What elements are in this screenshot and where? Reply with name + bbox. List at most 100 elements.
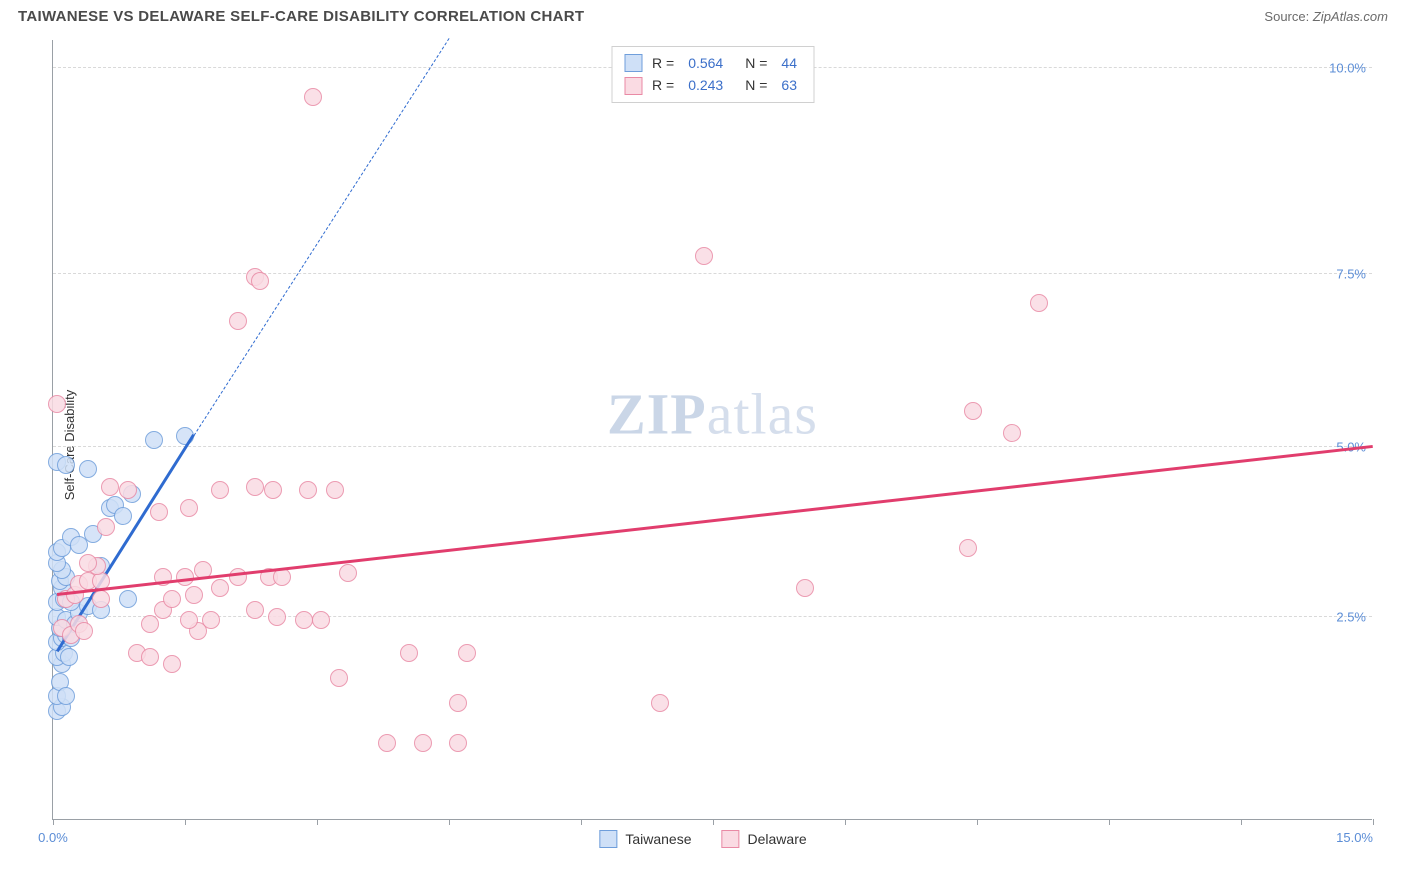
- data-point: [651, 694, 669, 712]
- x-tick: [713, 819, 714, 825]
- plot-region: ZIPatlas R = 0.564 N = 44 R = 0.243 N = …: [52, 40, 1372, 820]
- x-tick-label: 0.0%: [38, 830, 68, 845]
- data-point: [48, 395, 66, 413]
- data-point: [57, 687, 75, 705]
- data-point: [60, 648, 78, 666]
- data-point: [312, 611, 330, 629]
- chart-header: TAIWANESE VS DELAWARE SELF-CARE DISABILI…: [0, 0, 1406, 31]
- legend-label-delaware: Delaware: [748, 831, 807, 847]
- data-point: [180, 611, 198, 629]
- data-point: [964, 402, 982, 420]
- data-point: [202, 611, 220, 629]
- x-tick-label: 15.0%: [1336, 830, 1373, 845]
- swatch-delaware: [624, 77, 642, 95]
- data-point: [458, 644, 476, 662]
- data-point: [295, 611, 313, 629]
- data-point: [796, 579, 814, 597]
- data-point: [959, 539, 977, 557]
- n-value-taiwanese: 44: [781, 52, 797, 74]
- data-point: [304, 88, 322, 106]
- series-legend: Taiwanese Delaware: [599, 830, 806, 848]
- data-point: [79, 460, 97, 478]
- r-label: R =: [652, 74, 674, 96]
- source-label: Source:: [1264, 9, 1309, 24]
- data-point: [119, 481, 137, 499]
- data-point: [150, 503, 168, 521]
- legend-row-delaware: R = 0.243 N = 63: [624, 74, 801, 96]
- data-point: [211, 579, 229, 597]
- data-point: [57, 456, 75, 474]
- data-point: [330, 669, 348, 687]
- data-point: [185, 586, 203, 604]
- x-tick: [1109, 819, 1110, 825]
- data-point: [695, 247, 713, 265]
- legend-label-taiwanese: Taiwanese: [625, 831, 691, 847]
- data-point: [211, 481, 229, 499]
- chart-area: Self-Care Disability ZIPatlas R = 0.564 …: [18, 40, 1388, 850]
- data-point: [268, 608, 286, 626]
- legend-item-delaware: Delaware: [722, 830, 807, 848]
- x-tick: [317, 819, 318, 825]
- data-point: [101, 478, 119, 496]
- data-point: [339, 564, 357, 582]
- trend-line: [57, 445, 1373, 596]
- watermark-rest: atlas: [707, 381, 818, 446]
- legend-item-taiwanese: Taiwanese: [599, 830, 691, 848]
- swatch-delaware: [722, 830, 740, 848]
- swatch-taiwanese: [599, 830, 617, 848]
- correlation-legend: R = 0.564 N = 44 R = 0.243 N = 63: [611, 46, 814, 103]
- n-label: N =: [745, 52, 767, 74]
- watermark: ZIPatlas: [607, 380, 818, 447]
- r-value-taiwanese: 0.564: [688, 52, 723, 74]
- data-point: [141, 615, 159, 633]
- x-tick: [1373, 819, 1374, 825]
- data-point: [163, 655, 181, 673]
- data-point: [114, 507, 132, 525]
- data-point: [141, 648, 159, 666]
- n-label: N =: [745, 74, 767, 96]
- gridline: [53, 446, 1372, 447]
- data-point: [229, 312, 247, 330]
- chart-source: Source: ZipAtlas.com: [1264, 9, 1388, 24]
- swatch-taiwanese: [624, 54, 642, 72]
- watermark-bold: ZIP: [607, 381, 707, 446]
- data-point: [119, 590, 137, 608]
- chart-title: TAIWANESE VS DELAWARE SELF-CARE DISABILI…: [18, 8, 584, 25]
- data-point: [163, 590, 181, 608]
- data-point: [251, 272, 269, 290]
- data-point: [97, 518, 115, 536]
- x-tick: [845, 819, 846, 825]
- data-point: [378, 734, 396, 752]
- data-point: [449, 694, 467, 712]
- data-point: [1003, 424, 1021, 442]
- y-tick-label: 2.5%: [1336, 609, 1366, 624]
- data-point: [400, 644, 418, 662]
- data-point: [326, 481, 344, 499]
- data-point: [1030, 294, 1048, 312]
- x-tick: [581, 819, 582, 825]
- x-tick: [53, 819, 54, 825]
- source-value: ZipAtlas.com: [1313, 9, 1388, 24]
- r-label: R =: [652, 52, 674, 74]
- data-point: [246, 601, 264, 619]
- data-point: [414, 734, 432, 752]
- data-point: [180, 499, 198, 517]
- data-point: [92, 590, 110, 608]
- legend-row-taiwanese: R = 0.564 N = 44: [624, 52, 801, 74]
- data-point: [246, 478, 264, 496]
- data-point: [145, 431, 163, 449]
- y-tick-label: 7.5%: [1336, 266, 1366, 281]
- data-point: [229, 568, 247, 586]
- x-tick: [1241, 819, 1242, 825]
- x-tick: [977, 819, 978, 825]
- x-tick: [185, 819, 186, 825]
- n-value-delaware: 63: [781, 74, 797, 96]
- r-value-delaware: 0.243: [688, 74, 723, 96]
- y-tick-label: 10.0%: [1329, 60, 1366, 75]
- data-point: [75, 622, 93, 640]
- data-point: [449, 734, 467, 752]
- data-point: [79, 554, 97, 572]
- x-tick: [449, 819, 450, 825]
- data-point: [299, 481, 317, 499]
- data-point: [264, 481, 282, 499]
